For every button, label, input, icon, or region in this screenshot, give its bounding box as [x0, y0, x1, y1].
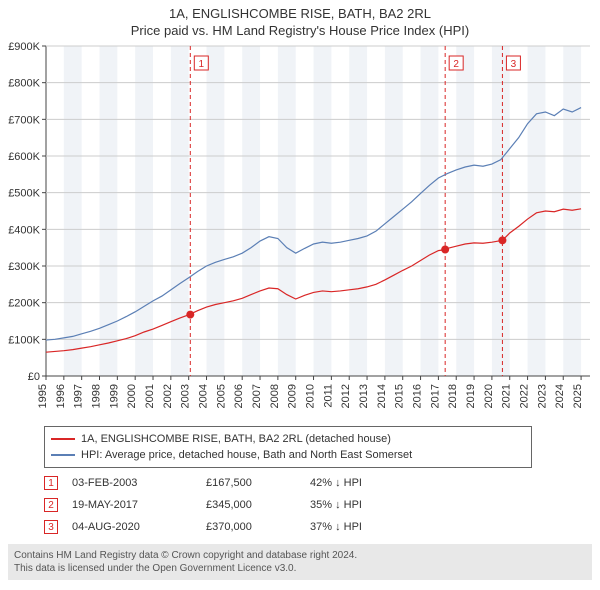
- sale-row: 3 04-AUG-2020 £370,000 37% ↓ HPI: [44, 516, 532, 538]
- svg-text:2005: 2005: [215, 384, 227, 408]
- title-address: 1A, ENGLISHCOMBE RISE, BATH, BA2 2RL: [0, 6, 600, 21]
- svg-text:£700K: £700K: [8, 114, 40, 126]
- svg-text:3: 3: [511, 59, 517, 70]
- svg-text:2006: 2006: [233, 384, 245, 408]
- sale-hpi-diff: 35% ↓ HPI: [310, 499, 410, 511]
- svg-text:£0: £0: [28, 371, 40, 383]
- sale-price: £370,000: [206, 521, 296, 533]
- sale-marker-box: 2: [44, 498, 58, 512]
- svg-text:2021: 2021: [501, 384, 513, 408]
- svg-text:2015: 2015: [394, 384, 406, 408]
- sale-price: £167,500: [206, 477, 296, 489]
- sale-date: 19-MAY-2017: [72, 499, 192, 511]
- svg-text:2025: 2025: [572, 384, 584, 408]
- legend-swatch: [51, 454, 75, 456]
- svg-text:2023: 2023: [536, 384, 548, 408]
- svg-text:2024: 2024: [554, 384, 566, 408]
- svg-text:1998: 1998: [91, 384, 103, 408]
- svg-text:2009: 2009: [287, 384, 299, 408]
- sale-hpi-diff: 42% ↓ HPI: [310, 477, 410, 489]
- license-line1: Contains HM Land Registry data © Crown c…: [14, 549, 586, 562]
- svg-text:2: 2: [453, 59, 459, 70]
- svg-text:2001: 2001: [144, 384, 156, 408]
- svg-text:2007: 2007: [251, 384, 263, 408]
- sales-table: 1 03-FEB-2003 £167,500 42% ↓ HPI 2 19-MAY-201…: [44, 472, 532, 538]
- svg-text:£500K: £500K: [8, 188, 40, 200]
- svg-text:£800K: £800K: [8, 78, 40, 90]
- svg-text:2016: 2016: [412, 384, 424, 408]
- svg-text:1996: 1996: [55, 384, 67, 408]
- license-notice: Contains HM Land Registry data © Crown c…: [8, 544, 592, 580]
- sale-marker-box: 1: [44, 476, 58, 490]
- svg-text:2002: 2002: [162, 384, 174, 408]
- sale-marker-box: 3: [44, 520, 58, 534]
- svg-text:2011: 2011: [322, 384, 334, 408]
- license-line2: This data is licensed under the Open Gov…: [14, 562, 586, 575]
- svg-text:2018: 2018: [447, 384, 459, 408]
- sale-row: 1 03-FEB-2003 £167,500 42% ↓ HPI: [44, 472, 532, 494]
- legend-row: 1A, ENGLISHCOMBE RISE, BATH, BA2 2RL (de…: [51, 431, 525, 447]
- sale-hpi-diff: 37% ↓ HPI: [310, 521, 410, 533]
- svg-text:£900K: £900K: [8, 41, 40, 53]
- title-subtitle: Price paid vs. HM Land Registry's House …: [0, 23, 600, 38]
- svg-text:1999: 1999: [108, 384, 120, 408]
- legend-row: HPI: Average price, detached house, Bath…: [51, 447, 525, 463]
- svg-text:2010: 2010: [305, 384, 317, 408]
- svg-text:2004: 2004: [198, 384, 210, 408]
- svg-text:2008: 2008: [269, 384, 281, 408]
- svg-text:1997: 1997: [73, 384, 85, 408]
- sale-price: £345,000: [206, 499, 296, 511]
- legend-label: 1A, ENGLISHCOMBE RISE, BATH, BA2 2RL (de…: [81, 433, 391, 445]
- svg-text:2003: 2003: [180, 384, 192, 408]
- svg-text:£600K: £600K: [8, 151, 40, 163]
- legend-label: HPI: Average price, detached house, Bath…: [81, 449, 412, 461]
- svg-text:£100K: £100K: [8, 334, 40, 346]
- line-chart-svg: £0 £100K £200K £300K £400K £500K £600K £700K £80…: [0, 40, 600, 420]
- svg-text:1: 1: [199, 59, 205, 70]
- svg-text:2013: 2013: [358, 384, 370, 408]
- svg-text:2017: 2017: [429, 384, 441, 408]
- chart-container: 1A, ENGLISHCOMBE RISE, BATH, BA2 2RL Pri…: [0, 0, 600, 590]
- legend: 1A, ENGLISHCOMBE RISE, BATH, BA2 2RL (de…: [44, 426, 532, 468]
- svg-text:2020: 2020: [483, 384, 495, 408]
- svg-text:2000: 2000: [126, 384, 138, 408]
- plot-area: £0 £100K £200K £300K £400K £500K £600K £700K £80…: [0, 40, 600, 420]
- svg-text:2012: 2012: [340, 384, 352, 408]
- svg-text:£300K: £300K: [8, 261, 40, 273]
- sale-date: 03-FEB-2003: [72, 477, 192, 489]
- svg-text:2019: 2019: [465, 384, 477, 408]
- svg-text:2014: 2014: [376, 384, 388, 408]
- svg-text:£400K: £400K: [8, 224, 40, 236]
- sale-row: 2 19-MAY-2017 £345,000 35% ↓ HPI: [44, 494, 532, 516]
- svg-text:2022: 2022: [519, 384, 531, 408]
- svg-text:£200K: £200K: [8, 298, 40, 310]
- sale-date: 04-AUG-2020: [72, 521, 192, 533]
- svg-text:1995: 1995: [37, 384, 49, 408]
- title-block: 1A, ENGLISHCOMBE RISE, BATH, BA2 2RL Pri…: [0, 0, 600, 40]
- legend-swatch: [51, 438, 75, 440]
